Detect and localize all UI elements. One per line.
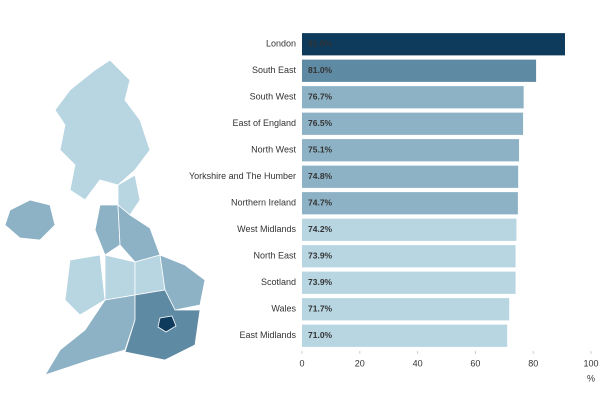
value-label: 73.9% <box>308 277 333 287</box>
bar <box>302 59 537 82</box>
value-label: 76.7% <box>308 92 333 102</box>
category-label: Northern Ireland <box>231 198 296 208</box>
bar <box>302 139 520 162</box>
category-label: London <box>266 39 296 49</box>
bar <box>302 112 524 135</box>
map-london <box>157 315 177 333</box>
category-label: East Midlands <box>239 330 296 340</box>
category-label: South West <box>250 92 297 102</box>
category-label: East of England <box>232 118 296 128</box>
category-label: Yorkshire and The Humber <box>189 171 296 181</box>
value-label: 71.0% <box>308 330 333 340</box>
bar <box>302 324 508 347</box>
category-label: North West <box>251 145 296 155</box>
x-tick-label: 0 <box>299 358 304 368</box>
bar <box>302 86 524 109</box>
value-label: 91.0% <box>308 39 333 49</box>
uk-map <box>4 59 206 376</box>
value-label: 81.0% <box>308 65 333 75</box>
map-wales <box>64 254 106 316</box>
x-axis-label: % <box>587 373 595 383</box>
value-label: 74.7% <box>308 198 333 208</box>
value-label: 71.7% <box>308 304 333 314</box>
value-label: 74.8% <box>308 171 333 181</box>
category-label: Wales <box>271 304 296 314</box>
value-label: 76.5% <box>308 118 333 128</box>
x-tick-label: 100 <box>583 358 598 368</box>
map-north-ireland <box>4 199 56 241</box>
map-west-midlands <box>104 254 136 301</box>
category-label: Scotland <box>261 277 296 287</box>
value-label: 75.1% <box>308 145 333 155</box>
map-north-east <box>117 174 141 216</box>
map-north-west <box>94 204 121 256</box>
bar <box>302 33 565 56</box>
x-tick-label: 20 <box>355 358 365 368</box>
category-label: West Midlands <box>237 224 296 234</box>
value-label: 73.9% <box>308 251 333 261</box>
bar <box>302 192 518 215</box>
bar <box>302 245 516 268</box>
x-tick-label: 40 <box>413 358 423 368</box>
x-tick-label: 80 <box>528 358 538 368</box>
category-label: North East <box>253 251 296 261</box>
bar <box>302 298 510 321</box>
value-label: 74.2% <box>308 224 333 234</box>
bar <box>302 165 519 188</box>
category-label: South East <box>252 65 297 75</box>
bar <box>302 218 517 241</box>
map-yorkshire <box>117 204 161 263</box>
x-tick-label: 60 <box>470 358 480 368</box>
bar <box>302 271 516 294</box>
